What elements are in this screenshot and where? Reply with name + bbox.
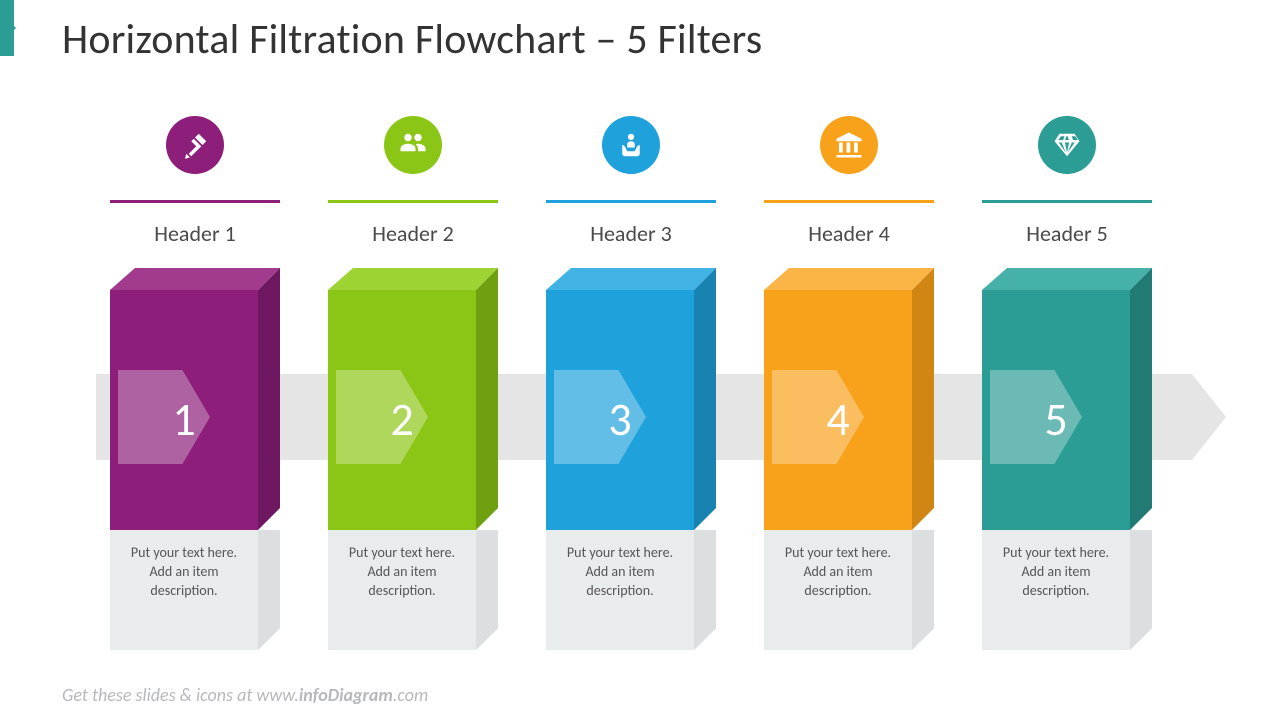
footer-suffix: .com xyxy=(393,684,428,706)
filter-number: 4 xyxy=(764,392,912,448)
filter-number: 5 xyxy=(982,392,1130,448)
filter-divider xyxy=(982,200,1152,203)
filter-5: Header 5 5 Put your text here. Add an item… xyxy=(982,110,1152,670)
panel-top xyxy=(328,268,498,290)
filter-description: Put your text here. Add an item descript… xyxy=(546,544,694,601)
panel-desc-bg-side xyxy=(258,530,280,650)
filter-header: Header 3 xyxy=(546,220,716,247)
filter-number: 2 xyxy=(328,392,476,448)
filter-panel xyxy=(546,268,716,668)
footer-brand: infoDiagram xyxy=(299,684,393,706)
diamond-icon xyxy=(1038,116,1096,174)
filter-3: Header 3 3 Put your text here. Add an item… xyxy=(546,110,716,670)
filter-header: Header 4 xyxy=(764,220,934,247)
filter-description: Put your text here. Add an item descript… xyxy=(328,544,476,601)
filter-4: Header 4 4 Put your text here. Add an item… xyxy=(764,110,934,670)
slide: Horizontal Filtration Flowchart – 5 Filt… xyxy=(0,0,1280,720)
filters-row: Header 1 1 Put your text here. Add an item… xyxy=(110,110,1190,670)
filter-number: 1 xyxy=(110,392,258,448)
filter-header: Header 2 xyxy=(328,220,498,247)
filter-panel xyxy=(982,268,1152,668)
users-icon xyxy=(384,116,442,174)
panel-side xyxy=(476,268,498,530)
filter-description: Put your text here. Add an item descript… xyxy=(110,544,258,601)
filter-panel xyxy=(110,268,280,668)
bank-icon xyxy=(820,116,878,174)
filter-description: Put your text here. Add an item descript… xyxy=(982,544,1130,601)
panel-top xyxy=(764,268,934,290)
panel-top xyxy=(982,268,1152,290)
filter-divider xyxy=(328,200,498,203)
filter-number: 3 xyxy=(546,392,694,448)
filter-1: Header 1 1 Put your text here. Add an item… xyxy=(110,110,280,670)
care-icon xyxy=(602,116,660,174)
filter-panel xyxy=(764,268,934,668)
page-title: Horizontal Filtration Flowchart – 5 Filt… xyxy=(62,14,762,65)
panel-desc-bg-side xyxy=(694,530,716,650)
panel-desc-bg-side xyxy=(1130,530,1152,650)
panel-desc-bg-side xyxy=(912,530,934,650)
footer-prefix: Get these slides & icons at www. xyxy=(62,684,299,706)
panel-side xyxy=(258,268,280,530)
panel-top xyxy=(546,268,716,290)
telescope-icon xyxy=(166,116,224,174)
panel-desc-bg-side xyxy=(476,530,498,650)
panel-side xyxy=(912,268,934,530)
filter-description: Put your text here. Add an item descript… xyxy=(764,544,912,601)
filter-panel xyxy=(328,268,498,668)
filter-divider xyxy=(764,200,934,203)
panel-side xyxy=(1130,268,1152,530)
footer-attribution: Get these slides & icons at www.infoDiag… xyxy=(62,684,428,706)
filter-header: Header 5 xyxy=(982,220,1152,247)
filter-header: Header 1 xyxy=(110,220,280,247)
panel-top xyxy=(110,268,280,290)
panel-side xyxy=(694,268,716,530)
filter-divider xyxy=(546,200,716,203)
filter-divider xyxy=(110,200,280,203)
diagram-stage: Header 1 1 Put your text here. Add an item… xyxy=(0,110,1280,670)
filter-2: Header 2 2 Put your text here. Add an item… xyxy=(328,110,498,670)
accent-notch-icon xyxy=(8,20,16,36)
